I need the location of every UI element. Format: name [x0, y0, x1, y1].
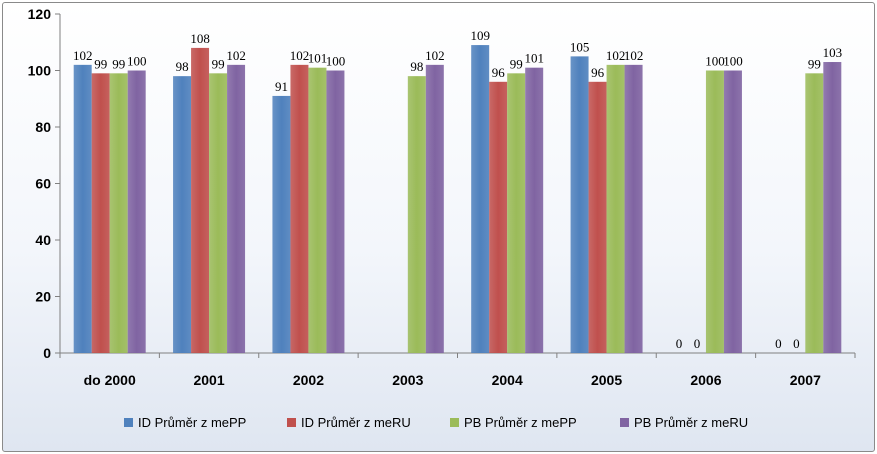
- data-label: 99: [808, 56, 821, 71]
- legend-swatch: [287, 418, 296, 427]
- bar: [127, 70, 146, 353]
- bar: [489, 81, 508, 354]
- y-tick-label: 40: [35, 232, 51, 248]
- bar: [606, 64, 625, 353]
- bar: [823, 62, 842, 354]
- data-label: 102: [425, 48, 445, 63]
- bar: [173, 76, 192, 354]
- data-label: 99: [510, 56, 523, 71]
- data-label: 100: [326, 54, 346, 69]
- bar: [805, 73, 824, 353]
- data-label: 103: [823, 45, 843, 60]
- bar: [624, 64, 643, 353]
- legend-label: PB Průměr z meRU: [634, 415, 748, 430]
- x-tick-label: 2002: [293, 372, 324, 388]
- data-label: 102: [226, 48, 246, 63]
- bar: [209, 73, 228, 353]
- bar: [507, 73, 526, 353]
- bar: [326, 70, 345, 353]
- data-label: 100: [127, 54, 147, 69]
- bar: [407, 76, 426, 354]
- data-label: 0: [676, 336, 683, 351]
- data-label: 108: [190, 31, 210, 46]
- x-tick-label: 2005: [591, 372, 622, 388]
- data-label: 0: [775, 336, 782, 351]
- bar: [91, 73, 110, 353]
- data-label: 96: [492, 65, 506, 80]
- data-label: 98: [176, 59, 189, 74]
- bar: [705, 70, 724, 353]
- x-tick-label: 2004: [492, 372, 523, 388]
- bar: [425, 64, 444, 353]
- bar: [109, 73, 128, 353]
- bar: [73, 64, 92, 353]
- bar: [290, 64, 309, 353]
- data-label: 102: [624, 48, 644, 63]
- bar: [227, 64, 246, 353]
- data-label: 109: [470, 28, 490, 43]
- data-label: 101: [308, 51, 328, 66]
- legend-swatch: [450, 418, 459, 427]
- x-tick-label: 2003: [392, 372, 423, 388]
- y-tick-label: 100: [28, 63, 52, 79]
- data-label: 99: [94, 56, 107, 71]
- bar: [723, 70, 742, 353]
- data-label: 0: [694, 336, 701, 351]
- legend-label: PB Průměr z mePP: [464, 415, 577, 430]
- legend-label: ID Průměr z mePP: [138, 415, 246, 430]
- legend-swatch: [124, 418, 133, 427]
- bar: [588, 81, 607, 354]
- data-label: 100: [723, 54, 743, 69]
- data-label: 101: [524, 51, 544, 66]
- x-tick-label: 2001: [193, 372, 224, 388]
- data-label: 102: [606, 48, 626, 63]
- data-label: 98: [410, 59, 423, 74]
- data-label: 91: [275, 79, 288, 94]
- legend-label: ID Průměr z meRU: [301, 415, 411, 430]
- data-label: 99: [212, 56, 225, 71]
- data-label: 102: [290, 48, 310, 63]
- data-label: 102: [73, 48, 93, 63]
- y-tick-label: 120: [28, 6, 52, 22]
- y-tick-label: 0: [43, 345, 51, 361]
- data-label: 99: [112, 56, 125, 71]
- bar: [471, 45, 490, 353]
- bar: [570, 56, 589, 353]
- bar: [272, 95, 291, 354]
- x-tick-label: do 2000: [84, 372, 136, 388]
- data-label: 105: [570, 39, 590, 54]
- data-label: 0: [793, 336, 800, 351]
- x-tick-label: 2007: [790, 372, 821, 388]
- x-tick-label: 2006: [690, 372, 721, 388]
- data-label: 96: [591, 65, 605, 80]
- bar: [191, 47, 210, 354]
- y-tick-label: 80: [35, 119, 51, 135]
- y-tick-label: 60: [35, 176, 51, 192]
- legend-swatch: [620, 418, 629, 427]
- data-label: 100: [705, 54, 725, 69]
- bar: [308, 67, 327, 354]
- y-tick-label: 20: [35, 289, 51, 305]
- bar: [525, 67, 544, 354]
